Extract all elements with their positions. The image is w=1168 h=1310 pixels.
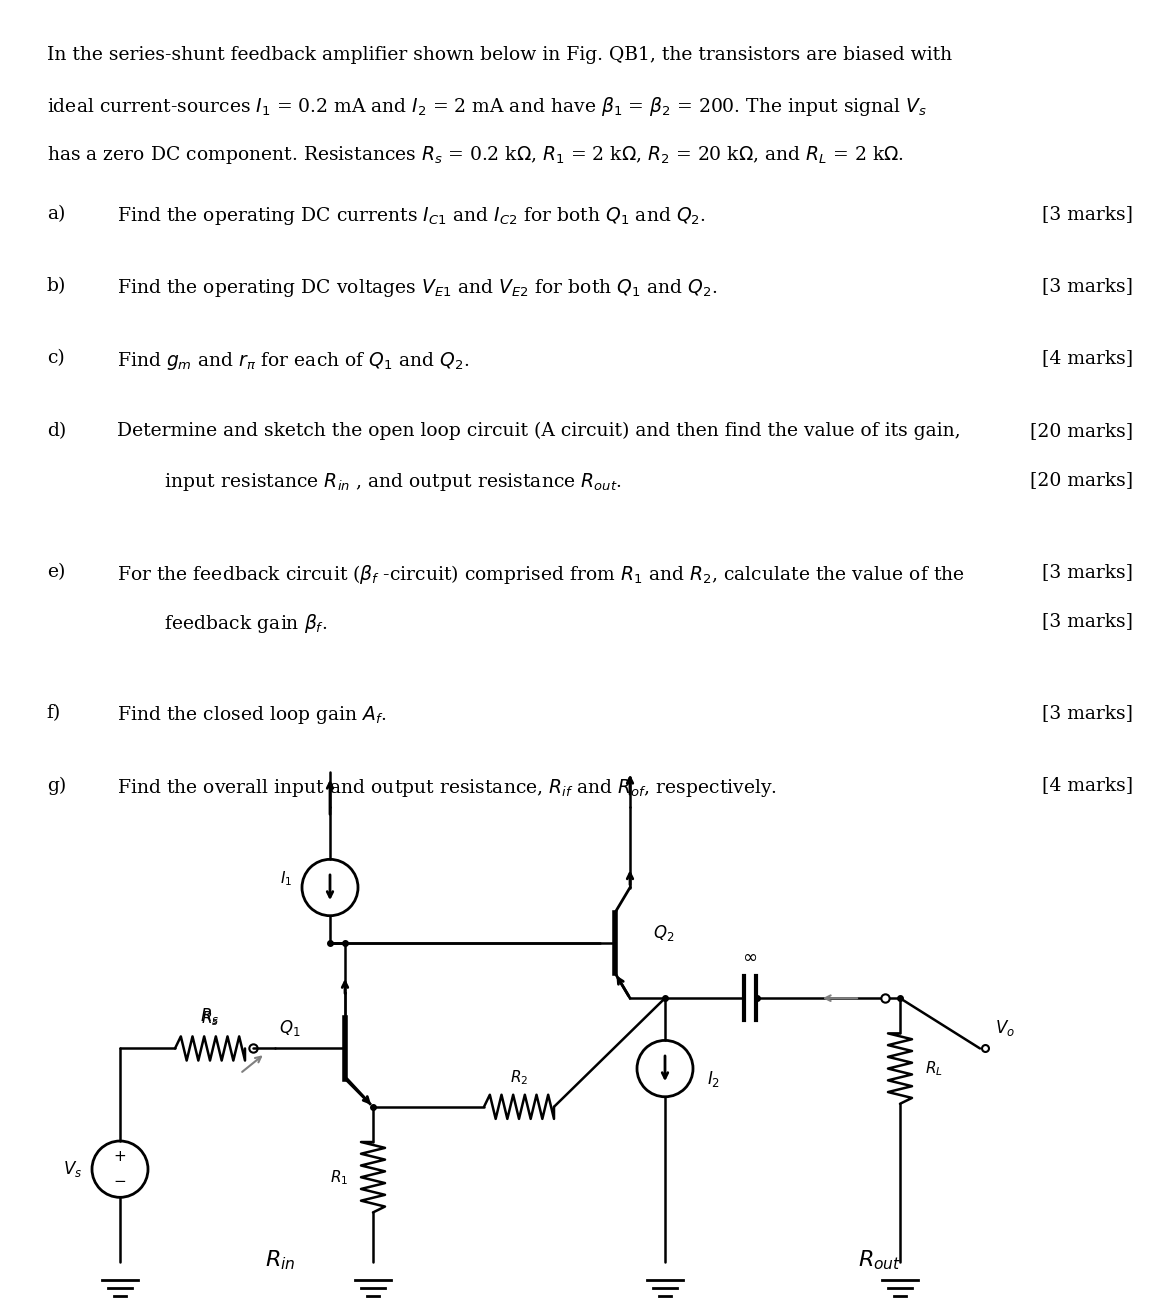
- Text: $R_2$: $R_2$: [510, 1068, 528, 1087]
- Text: $I_2$: $I_2$: [707, 1069, 721, 1089]
- Text: $V_s$: $V_s$: [63, 1159, 82, 1179]
- Text: a): a): [47, 206, 65, 223]
- Text: Find the overall input and output resistance, $R_{if}$ and $R_{of}$, respectivel: Find the overall input and output resist…: [117, 777, 777, 799]
- Text: feedback gain $\beta_f$.: feedback gain $\beta_f$.: [117, 612, 327, 635]
- Text: $R_L$: $R_L$: [925, 1060, 943, 1078]
- Text: In the series-shunt feedback amplifier shown below in Fig. QB1, the transistors : In the series-shunt feedback amplifier s…: [47, 46, 952, 64]
- Text: [20 marks]: [20 marks]: [1030, 472, 1133, 489]
- Text: g): g): [47, 777, 65, 795]
- Text: −: −: [113, 1174, 126, 1189]
- Text: $R_1$: $R_1$: [329, 1169, 348, 1187]
- Text: $R_s$: $R_s$: [201, 1006, 220, 1026]
- Text: Find the operating DC voltages $V_{E1}$ and $V_{E2}$ for both $Q_1$ and $Q_2$.: Find the operating DC voltages $V_{E1}$ …: [117, 278, 717, 299]
- Text: Find the closed loop gain $A_f$.: Find the closed loop gain $A_f$.: [117, 705, 387, 726]
- Text: d): d): [47, 422, 65, 440]
- Text: Find the operating DC currents $I_{C1}$ and $I_{C2}$ for both $Q_1$ and $Q_2$.: Find the operating DC currents $I_{C1}$ …: [117, 206, 705, 227]
- Text: [3 marks]: [3 marks]: [1042, 278, 1133, 295]
- Text: $\infty$: $\infty$: [743, 948, 758, 965]
- Text: $I_1$: $I_1$: [280, 870, 292, 888]
- Text: f): f): [47, 705, 61, 722]
- Text: input resistance $R_{in}$ , and output resistance $R_{out}$.: input resistance $R_{in}$ , and output r…: [117, 472, 621, 493]
- Text: [3 marks]: [3 marks]: [1042, 705, 1133, 722]
- Text: $R_{in}$: $R_{in}$: [265, 1248, 296, 1272]
- Text: $R_{out}$: $R_{out}$: [858, 1248, 902, 1272]
- Text: has a zero DC component. Resistances $R_s$ = 0.2 k$\Omega$, $R_1$ = 2 k$\Omega$,: has a zero DC component. Resistances $R_…: [47, 144, 904, 166]
- Text: b): b): [47, 278, 67, 295]
- Text: Determine and sketch the open loop circuit (A circuit) and then find the value o: Determine and sketch the open loop circu…: [117, 422, 960, 440]
- Text: [4 marks]: [4 marks]: [1042, 350, 1133, 368]
- Text: ideal current-sources $I_1$ = 0.2 mA and $I_2$ = 2 mA and have $\beta_1$ = $\bet: ideal current-sources $I_1$ = 0.2 mA and…: [47, 94, 927, 118]
- Text: e): e): [47, 563, 65, 582]
- Text: $Q_2$: $Q_2$: [653, 922, 674, 943]
- Text: [3 marks]: [3 marks]: [1042, 206, 1133, 223]
- Text: $R_s$: $R_s$: [201, 1010, 218, 1028]
- Text: [3 marks]: [3 marks]: [1042, 612, 1133, 630]
- Text: +: +: [113, 1149, 126, 1165]
- Text: [4 marks]: [4 marks]: [1042, 777, 1133, 795]
- Text: For the feedback circuit ($\beta_f$ -circuit) comprised from $R_1$ and $R_2$, ca: For the feedback circuit ($\beta_f$ -cir…: [117, 563, 965, 586]
- Text: c): c): [47, 350, 64, 368]
- Text: [20 marks]: [20 marks]: [1030, 422, 1133, 440]
- Text: $V_o$: $V_o$: [995, 1018, 1015, 1039]
- Text: $Q_1$: $Q_1$: [278, 1018, 300, 1039]
- Text: Find $g_m$ and $r_\pi$ for each of $Q_1$ and $Q_2$.: Find $g_m$ and $r_\pi$ for each of $Q_1$…: [117, 350, 470, 372]
- Text: [3 marks]: [3 marks]: [1042, 563, 1133, 582]
